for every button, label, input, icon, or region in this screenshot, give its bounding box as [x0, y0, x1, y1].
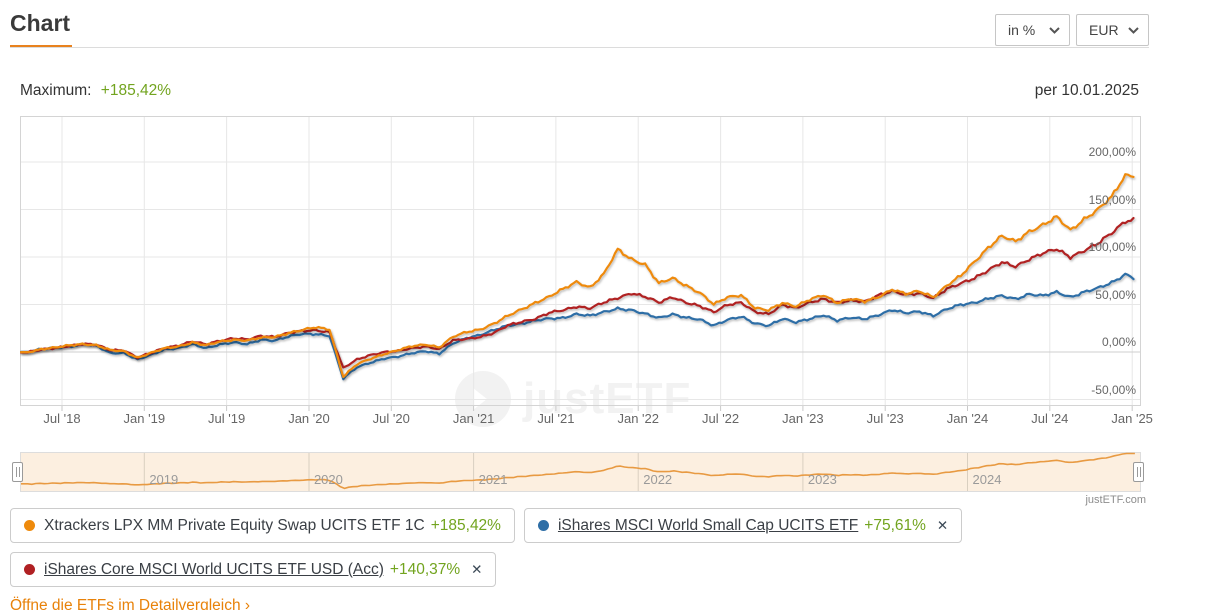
x-axis-tick-label: Jan '19	[123, 411, 166, 426]
header-divider	[10, 47, 1149, 48]
y-axis-tick-label: 0,00%	[1101, 335, 1136, 349]
x-axis-tick-label: Jan '23	[782, 411, 824, 426]
legend-badge: iShares Core MSCI World UCITS ETF USD (A…	[10, 552, 497, 587]
detail-comparison-link[interactable]: Öffne die ETFs im Detailvergleich ›	[10, 597, 251, 610]
range-navigator[interactable]	[20, 452, 1141, 492]
navigator-year-label: 2019	[149, 472, 179, 487]
etf-name-link[interactable]: Xtrackers LPX MM Private Equity Swap UCI…	[44, 516, 425, 534]
navigator-year-label: 2021	[478, 472, 508, 487]
x-axis-tick-label: Jul '21	[537, 411, 575, 426]
etf-return-value: +140,37%	[389, 560, 461, 578]
chevron-down-icon	[1128, 26, 1139, 34]
source-attribution: justETF.com	[1085, 494, 1146, 506]
y-axis-tick-label: 100,00%	[1088, 240, 1136, 254]
navigator-right-handle[interactable]	[1133, 462, 1144, 482]
currency-select[interactable]: EUR	[1076, 14, 1149, 46]
x-axis-tick-label: Jul '20	[372, 411, 410, 426]
x-axis-tick-label: Jul '24	[1031, 411, 1069, 426]
legend-badge: Xtrackers LPX MM Private Equity Swap UCI…	[10, 508, 515, 543]
chevron-down-icon	[1049, 26, 1060, 34]
x-axis-tick-label: Jan '24	[946, 411, 989, 426]
main-chart-plot[interactable]: justETF	[20, 116, 1141, 427]
x-axis-tick-label: Jan '21	[452, 411, 495, 426]
x-axis-tick-label: Jan '20	[288, 411, 330, 426]
y-axis-tick-label: -50,00%	[1091, 382, 1136, 397]
etf-return-value: +185,42%	[430, 516, 501, 534]
etf-name-link[interactable]: iShares MSCI World Small Cap UCITS ETF	[557, 516, 859, 534]
justetf-watermark: justETF	[455, 371, 691, 427]
page-title: Chart	[10, 10, 71, 36]
maximum-readout: Maximum: +185,42%	[20, 82, 171, 100]
title-accent-bar	[10, 45, 72, 48]
x-axis-tick-label: Jul '22	[701, 411, 740, 426]
as-of-date: per 10.01.2025	[1034, 82, 1139, 99]
x-axis-tick-label: Jul '19	[208, 411, 246, 426]
x-axis-tick-label: Jul '23	[866, 411, 904, 426]
y-axis-tick-label: 200,00%	[1088, 145, 1136, 159]
y-axis-tick-label: 50,00%	[1095, 287, 1136, 302]
series-color-dot-icon	[537, 520, 549, 531]
series-color-dot-icon	[24, 564, 35, 575]
legend: Xtrackers LPX MM Private Equity Swap UCI…	[10, 508, 1202, 587]
unit-select[interactable]: in %	[995, 14, 1070, 46]
x-axis-tick-label: Jul '18	[43, 411, 81, 426]
currency-select-value: EUR	[1089, 22, 1119, 38]
maximum-value: +185,42%	[100, 82, 172, 99]
price-chart-svg[interactable]	[20, 116, 1141, 412]
navigator-year-label: 2024	[972, 472, 1002, 487]
remove-etf-close-icon[interactable]: ✕	[936, 517, 949, 533]
navigator-year-label: 2022	[643, 472, 673, 487]
navigator-year-label: 2023	[807, 472, 837, 487]
x-axis-tick-label: Jan '25	[1111, 411, 1153, 426]
y-axis-tick-label: 150,00%	[1088, 192, 1136, 207]
maximum-label: Maximum:	[20, 82, 92, 99]
x-axis-tick-label: Jan '22	[617, 411, 659, 426]
series-color-dot-icon	[24, 520, 35, 531]
navigator-year-label: 2020	[313, 472, 343, 487]
navigator-left-handle[interactable]	[12, 462, 23, 482]
legend-badge: iShares MSCI World Small Cap UCITS ETF +7…	[523, 508, 963, 543]
navigator-svg[interactable]	[20, 452, 1141, 492]
etf-name-link[interactable]: iShares Core MSCI World UCITS ETF USD (A…	[44, 560, 384, 578]
remove-etf-close-icon[interactable]: ✕	[471, 561, 483, 577]
etf-return-value: +75,61%	[864, 516, 926, 534]
unit-select-value: in %	[1008, 22, 1036, 38]
